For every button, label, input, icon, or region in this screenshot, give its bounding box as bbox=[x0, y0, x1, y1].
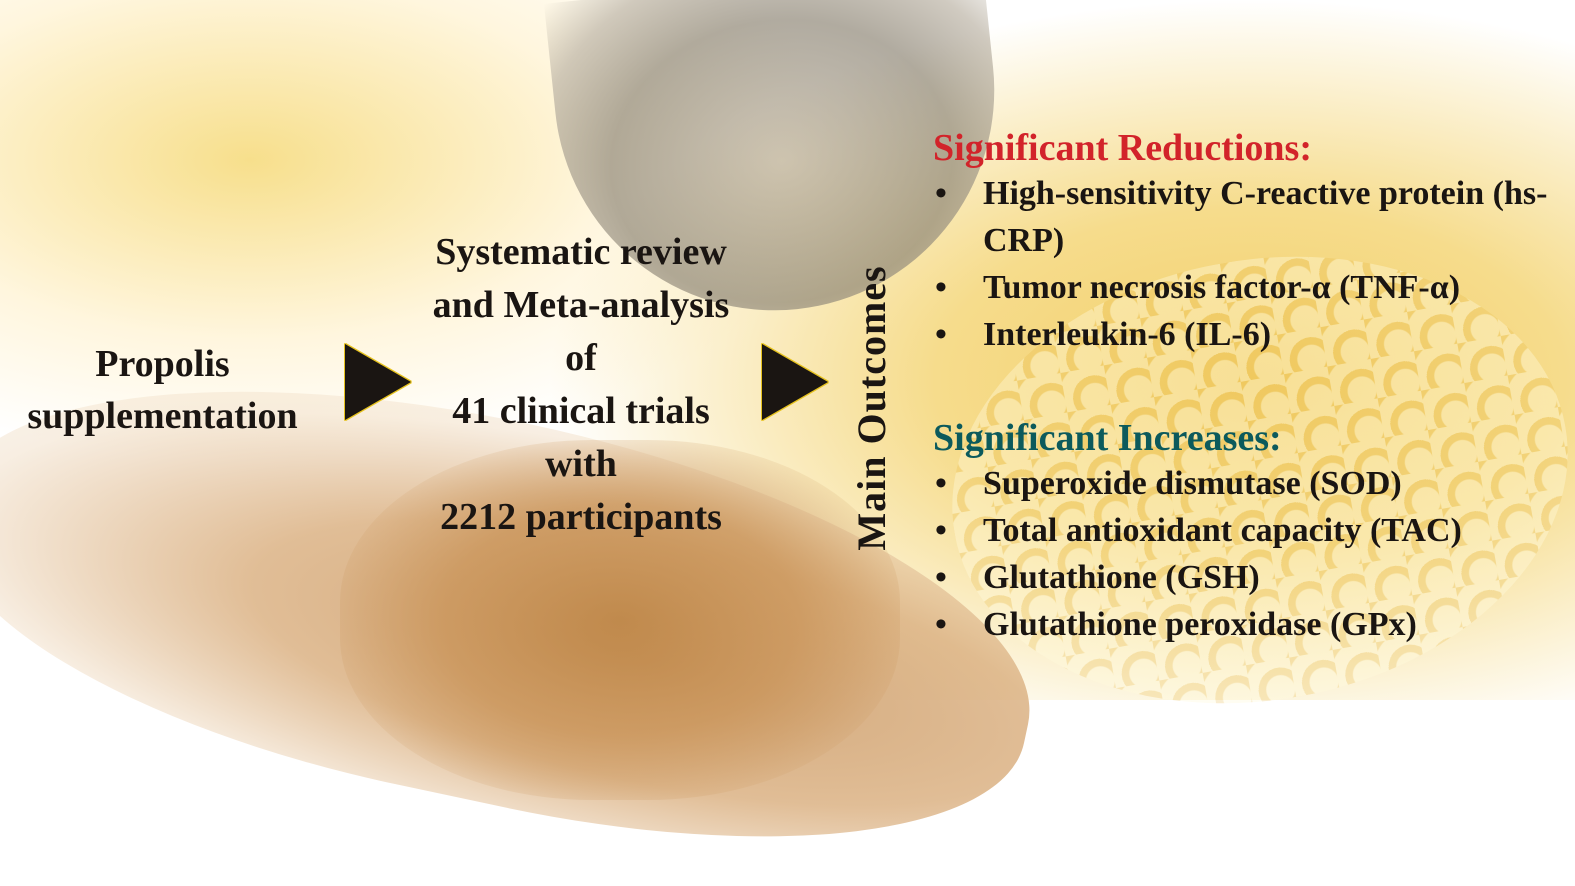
method-line: Systematic review bbox=[435, 231, 727, 273]
list-item: • Glutathione (GSH) bbox=[933, 554, 1573, 601]
method-line: 2212 participants bbox=[440, 496, 722, 538]
bullet-icon: • bbox=[935, 175, 947, 212]
method-line: with bbox=[545, 443, 617, 485]
propolis-powder-image bbox=[340, 440, 900, 800]
list-item: • Superoxide dismutase (SOD) bbox=[933, 460, 1573, 507]
bullet-icon: • bbox=[935, 269, 947, 306]
bullet-icon: • bbox=[935, 606, 947, 643]
method-line: of bbox=[565, 337, 597, 379]
bullet-icon: • bbox=[935, 465, 947, 502]
method-box: Systematic review and Meta-analysis of 4… bbox=[400, 226, 762, 544]
propolis-supplementation-label: Propolis supplementation bbox=[27, 343, 298, 437]
reductions-heading: Significant Reductions: bbox=[933, 127, 1312, 169]
arrow-right-icon bbox=[762, 344, 828, 420]
method-line: 41 clinical trials bbox=[452, 390, 710, 432]
list-item: • Glutathione peroxidase (GPx) bbox=[933, 601, 1573, 648]
reductions-list: • High-sensitivity C-reactive protein (hs… bbox=[933, 170, 1573, 358]
list-item: • Total antioxidant capacity (TAC) bbox=[933, 507, 1573, 554]
increases-heading: Significant Increases: bbox=[933, 417, 1282, 459]
arrow-right-icon bbox=[345, 344, 411, 420]
method-line: and Meta-analysis bbox=[432, 284, 730, 326]
list-item: • Tumor necrosis factor-α (TNF-α) bbox=[933, 264, 1573, 311]
list-item: • High-sensitivity C-reactive protein (hs… bbox=[933, 170, 1573, 264]
list-item: • Interleukin-6 (IL-6) bbox=[933, 311, 1573, 358]
bullet-icon: • bbox=[935, 559, 947, 596]
bullet-icon: • bbox=[935, 316, 947, 353]
bullet-icon: • bbox=[935, 512, 947, 549]
outcomes-panel: Significant Reductions: • High-sensitivit… bbox=[933, 126, 1573, 648]
main-outcomes-label: Main Outcomes bbox=[849, 265, 894, 551]
increases-list: • Superoxide dismutase (SOD) • Total antio… bbox=[933, 460, 1573, 648]
